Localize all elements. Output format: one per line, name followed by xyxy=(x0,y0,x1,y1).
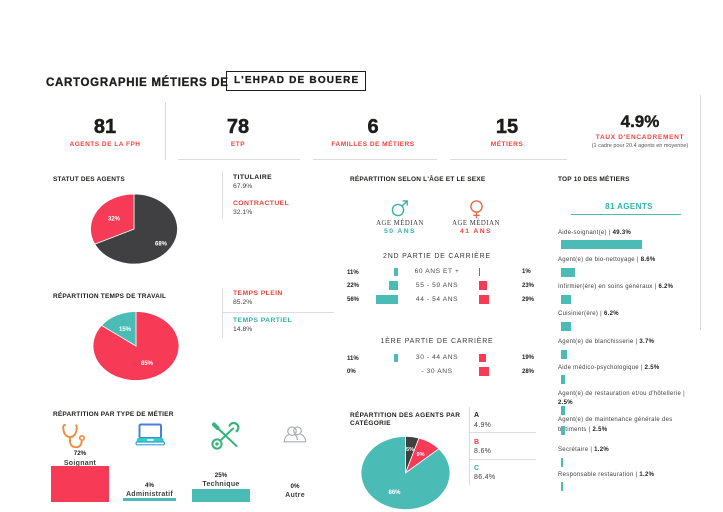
svg-text:85%: 85% xyxy=(141,361,154,367)
svg-text:86%: 86% xyxy=(388,490,401,496)
svg-text:5%: 5% xyxy=(406,447,414,453)
svg-text:68%: 68% xyxy=(155,242,168,248)
svg-text:15%: 15% xyxy=(119,327,132,333)
svg-text:32%: 32% xyxy=(108,217,121,223)
svg-text:9%: 9% xyxy=(417,452,425,458)
